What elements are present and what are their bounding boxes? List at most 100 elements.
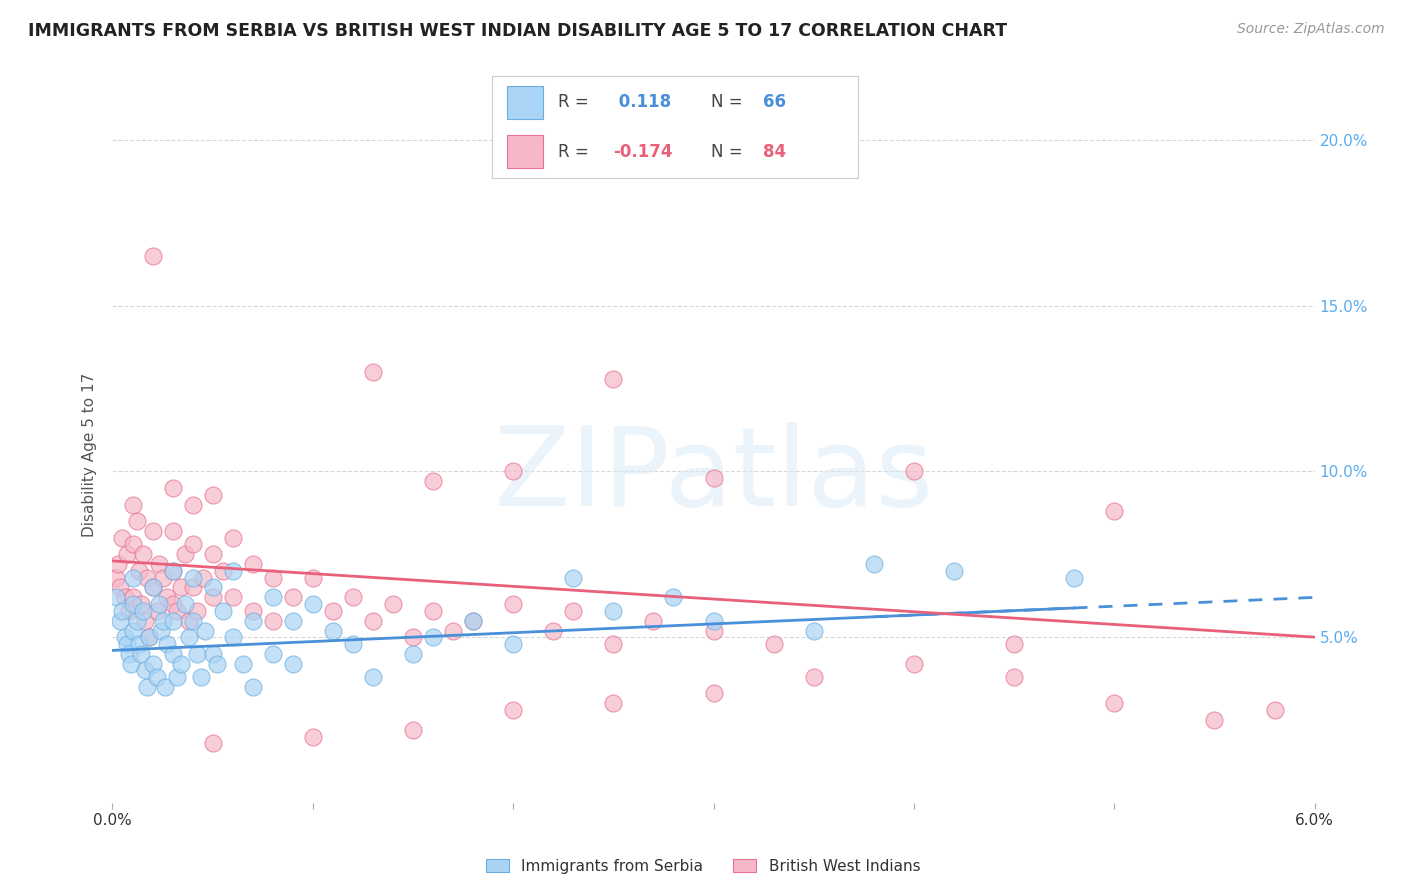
Point <box>169 657 191 671</box>
Point <box>155 591 177 605</box>
Point <box>201 591 224 605</box>
Point <box>201 581 224 595</box>
Point <box>262 647 284 661</box>
Text: IMMIGRANTS FROM SERBIA VS BRITISH WEST INDIAN DISABILITY AGE 5 TO 17 CORRELATION: IMMIGRANTS FROM SERBIA VS BRITISH WEST I… <box>28 22 1007 40</box>
Point <box>181 537 204 551</box>
Text: N =: N = <box>711 94 742 112</box>
Point <box>201 647 224 661</box>
Point <box>502 597 524 611</box>
Point <box>402 630 425 644</box>
Point <box>129 597 152 611</box>
Point <box>125 614 148 628</box>
Point <box>1002 670 1025 684</box>
Point <box>1104 697 1126 711</box>
Point <box>643 614 665 628</box>
Point <box>222 564 245 578</box>
Point <box>201 488 224 502</box>
Point <box>441 624 464 638</box>
Point <box>115 637 138 651</box>
Point <box>173 597 195 611</box>
Point <box>149 624 172 638</box>
Point <box>111 531 134 545</box>
Point <box>120 657 142 671</box>
Point <box>903 657 925 671</box>
Point <box>169 581 191 595</box>
Point <box>702 624 725 638</box>
Point <box>148 558 170 572</box>
Point <box>281 591 304 605</box>
Point <box>114 630 136 644</box>
Point <box>186 604 208 618</box>
Point <box>129 647 152 661</box>
Point <box>903 465 925 479</box>
Point <box>1264 703 1286 717</box>
Point <box>762 637 785 651</box>
Point <box>262 591 284 605</box>
Text: R =: R = <box>558 94 589 112</box>
Point <box>121 537 143 551</box>
Point <box>602 697 624 711</box>
Point <box>117 604 139 618</box>
Point <box>141 249 163 263</box>
Point <box>145 604 167 618</box>
Point <box>322 624 344 638</box>
Point <box>121 570 143 584</box>
Point <box>162 647 184 661</box>
Text: 0.118: 0.118 <box>613 94 671 112</box>
Point <box>177 630 200 644</box>
Point <box>461 614 484 628</box>
Point <box>402 723 425 737</box>
Point <box>502 465 524 479</box>
Point <box>302 570 325 584</box>
Legend: Immigrants from Serbia, British West Indians: Immigrants from Serbia, British West Ind… <box>479 853 927 880</box>
Point <box>121 498 143 512</box>
Point <box>302 597 325 611</box>
Point <box>322 604 344 618</box>
Point <box>134 663 156 677</box>
Point <box>222 531 245 545</box>
Point <box>232 657 254 671</box>
Point <box>562 570 585 584</box>
Point <box>141 581 163 595</box>
Point <box>543 624 565 638</box>
Point <box>177 614 200 628</box>
Point <box>211 604 233 618</box>
Point <box>110 581 132 595</box>
Point <box>803 624 825 638</box>
Point <box>181 581 204 595</box>
FancyBboxPatch shape <box>506 136 543 168</box>
Point <box>242 558 264 572</box>
Point <box>141 524 163 538</box>
Point <box>138 630 160 644</box>
Point <box>382 597 405 611</box>
Point <box>181 570 204 584</box>
Text: Source: ZipAtlas.com: Source: ZipAtlas.com <box>1237 22 1385 37</box>
Point <box>262 614 284 628</box>
Point <box>281 614 304 628</box>
Point <box>262 570 284 584</box>
Point <box>702 686 725 700</box>
Point <box>111 604 134 618</box>
Point <box>205 657 228 671</box>
Point <box>191 570 214 584</box>
Point <box>166 670 188 684</box>
Point <box>201 547 224 561</box>
Point <box>702 614 725 628</box>
Point <box>502 703 524 717</box>
Text: 66: 66 <box>762 94 786 112</box>
Point <box>862 558 886 572</box>
Point <box>242 604 264 618</box>
Point <box>162 614 184 628</box>
Point <box>114 591 136 605</box>
Point <box>662 591 685 605</box>
Point <box>135 680 157 694</box>
Point <box>342 591 364 605</box>
Point <box>211 564 233 578</box>
Point <box>125 514 148 528</box>
Point <box>162 597 184 611</box>
Point <box>222 630 245 644</box>
Point <box>121 597 143 611</box>
Point <box>222 591 245 605</box>
Point <box>1002 637 1025 651</box>
Point <box>134 614 156 628</box>
